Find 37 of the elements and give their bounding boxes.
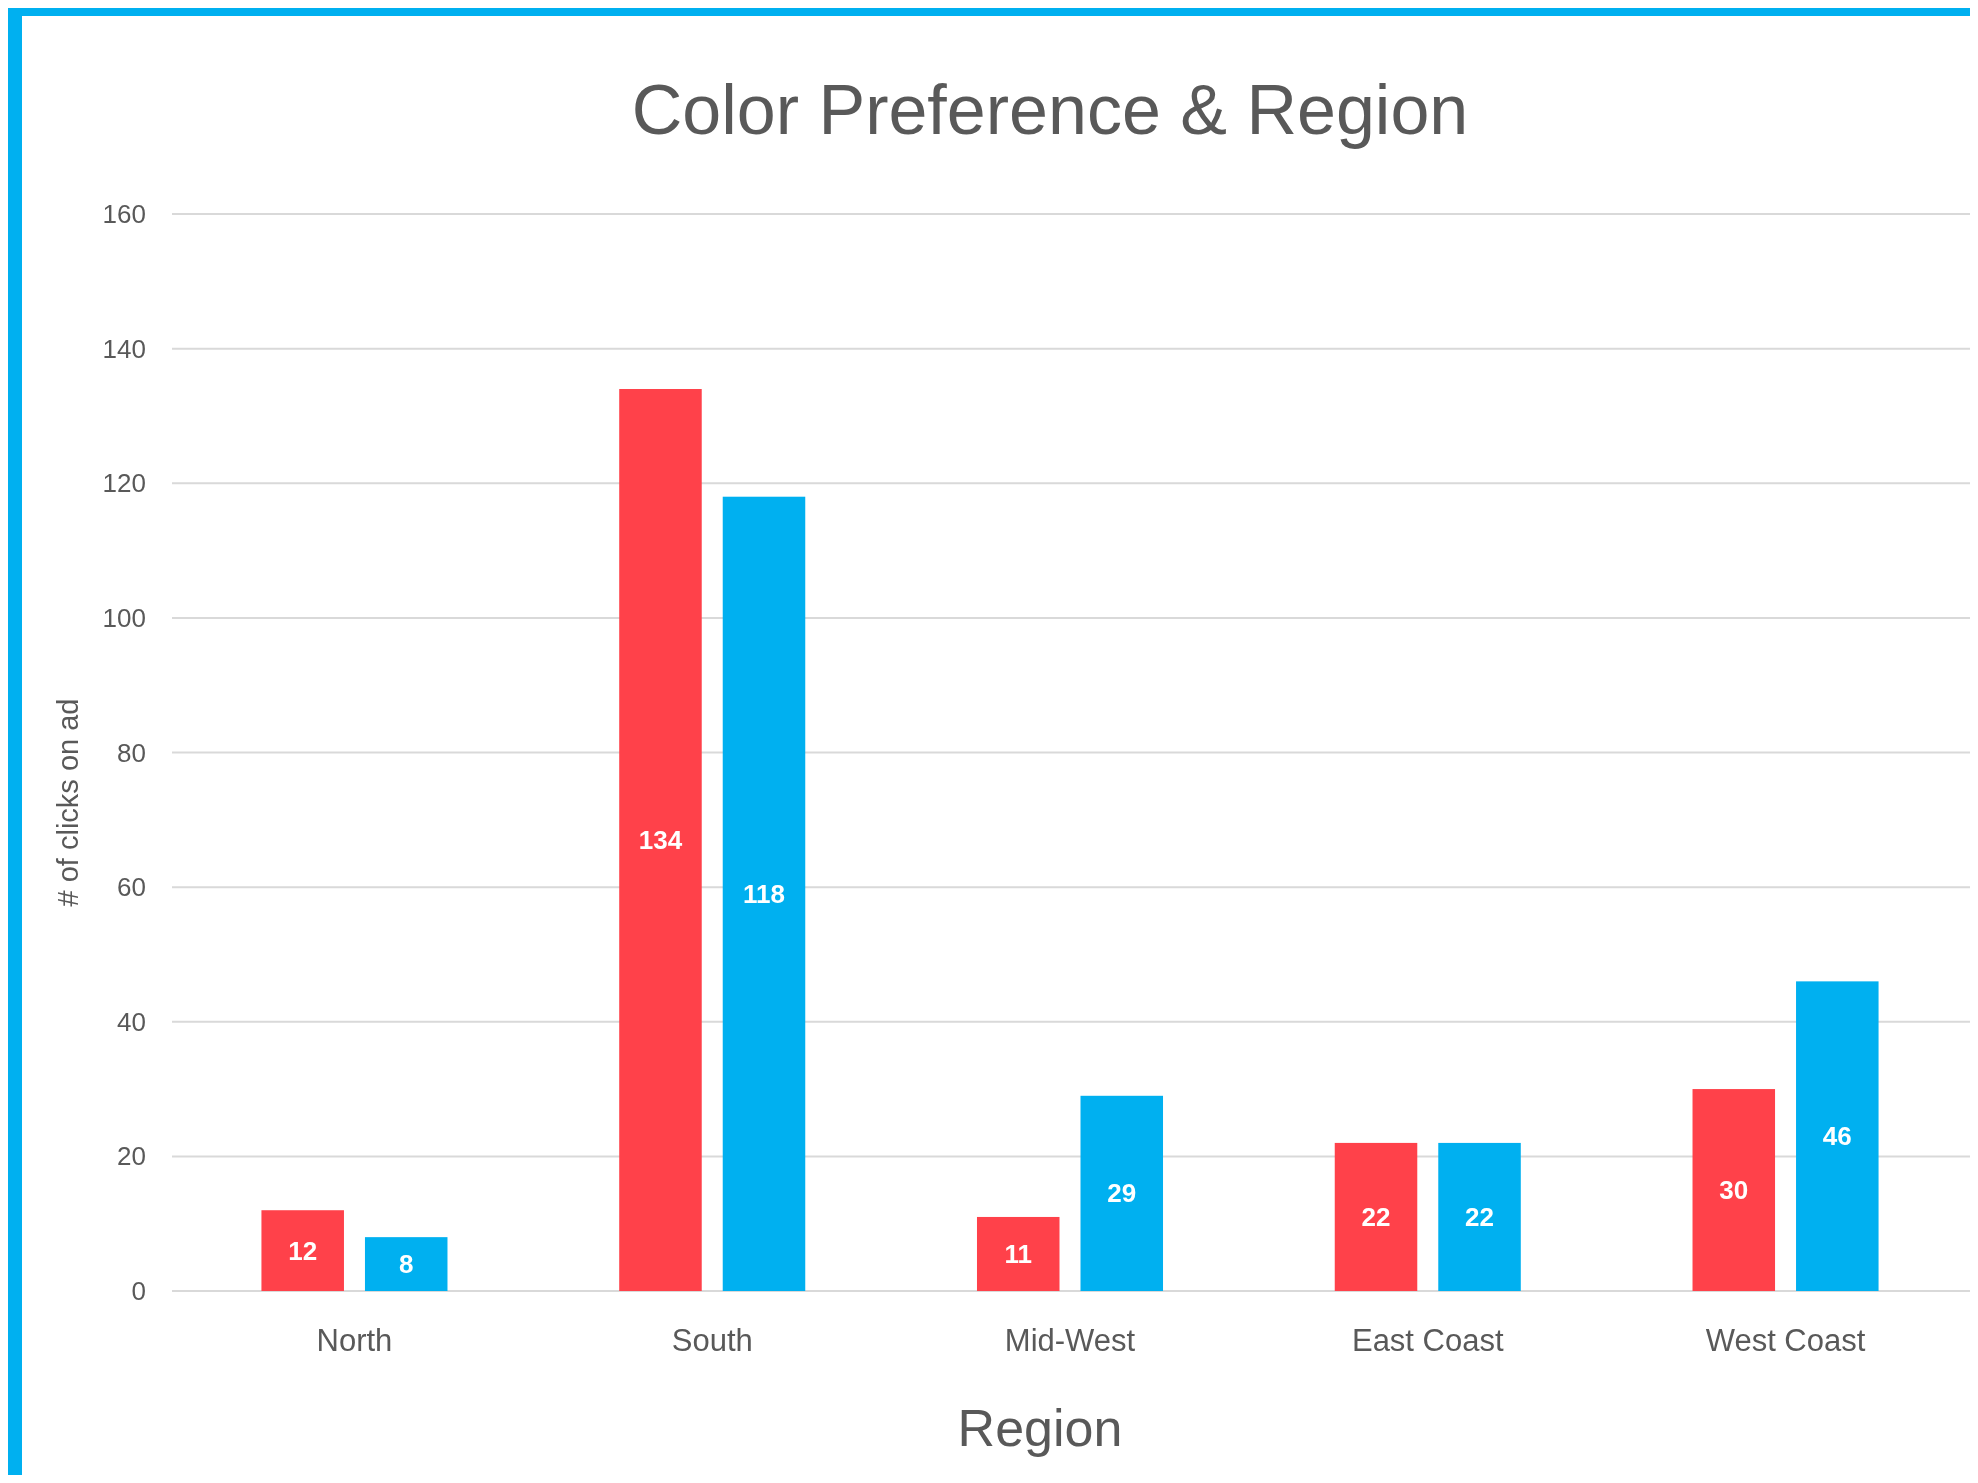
y-tick-label: 20	[117, 1141, 146, 1172]
y-tick-label: 80	[117, 737, 146, 768]
bar	[1080, 1095, 1164, 1291]
bar	[619, 389, 702, 1291]
y-tick-label: 140	[102, 333, 146, 364]
data-label: 22	[1465, 1202, 1494, 1233]
bar	[976, 1216, 1060, 1291]
y-axis-title: # of clicks on ad	[52, 698, 85, 907]
data-label: 12	[288, 1235, 318, 1266]
y-tick-label: 120	[102, 468, 146, 499]
chart-title: Color Preference & Region	[631, 70, 1469, 149]
data-label: 30	[1719, 1175, 1749, 1206]
bar	[722, 496, 806, 1291]
data-label: 118	[743, 878, 785, 909]
data-label: 11	[1004, 1239, 1032, 1270]
bar	[364, 1237, 448, 1291]
y-tick-label: 160	[102, 199, 146, 230]
bar	[1334, 1142, 1418, 1291]
x-tick-label: North	[316, 1322, 393, 1358]
x-axis-title: Region	[957, 1399, 1123, 1458]
y-tick-label: 60	[117, 872, 146, 903]
data-label: 46	[1822, 1121, 1852, 1152]
data-label: 134	[638, 825, 683, 856]
x-tick-label: South	[671, 1322, 753, 1358]
bar	[261, 1210, 344, 1291]
bar	[1796, 981, 1879, 1291]
y-tick-label: 40	[117, 1006, 146, 1037]
x-tick-label: West Coast	[1705, 1322, 1866, 1358]
data-label: 29	[1107, 1178, 1137, 1209]
data-label: 22	[1361, 1202, 1391, 1233]
x-tick-label: East Coast	[1351, 1322, 1504, 1358]
bar	[1692, 1089, 1776, 1291]
bar	[1438, 1142, 1521, 1291]
data-label: 8	[398, 1249, 414, 1280]
y-tick-label: 100	[102, 602, 146, 633]
y-tick-label: 0	[131, 1276, 146, 1307]
x-tick-label: Mid-West	[1004, 1322, 1136, 1358]
